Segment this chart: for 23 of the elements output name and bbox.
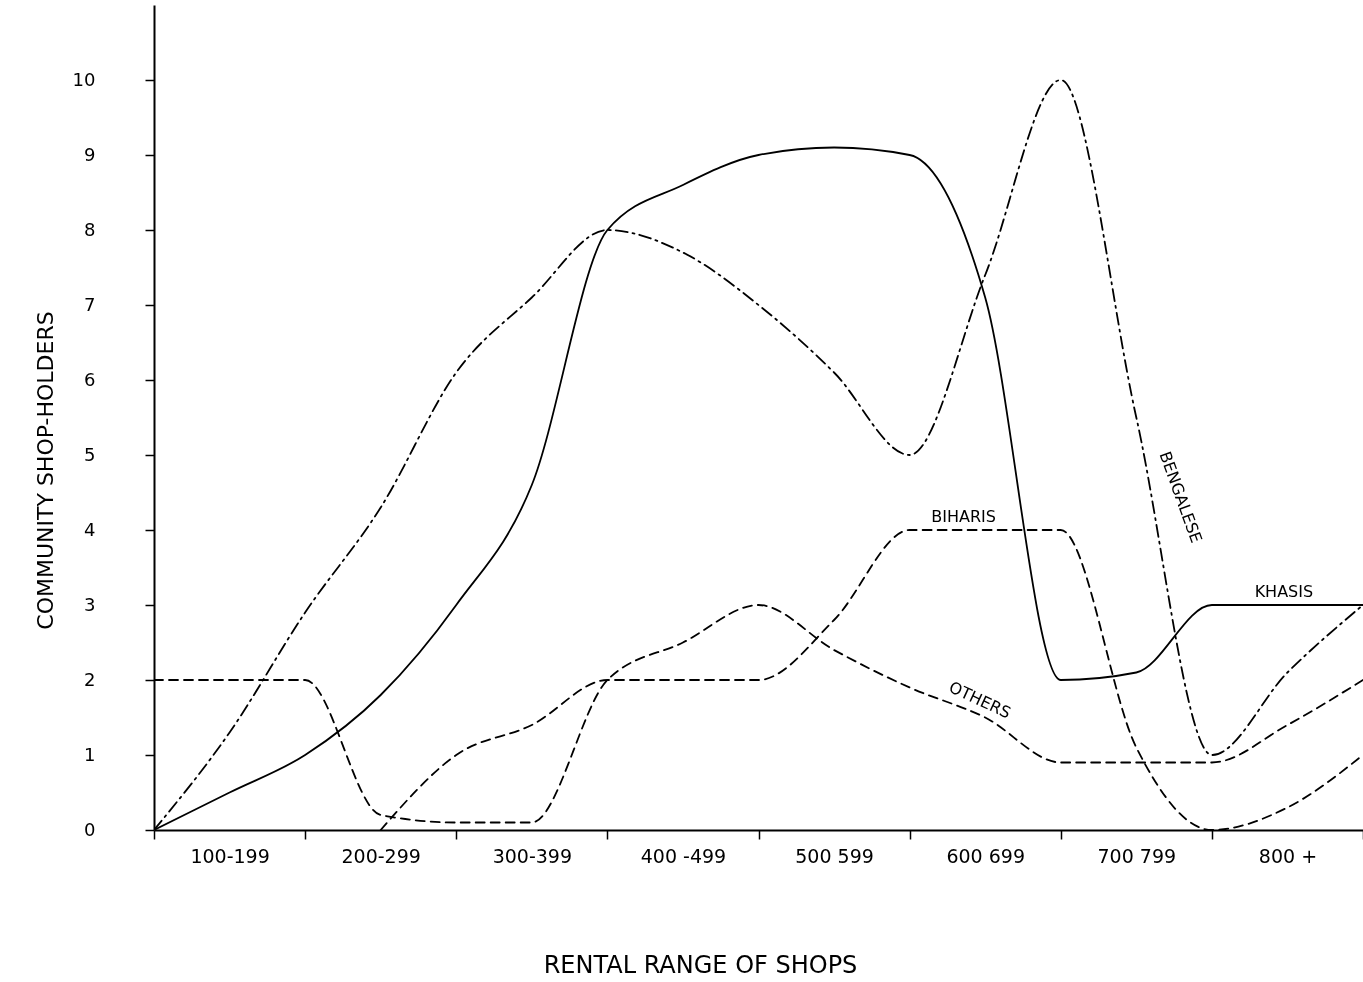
series-label: KHASIS	[1254, 582, 1314, 601]
y-tick-label: 2	[84, 668, 96, 690]
y-tick-label: 3	[84, 593, 96, 615]
x-tick-label: 200-299	[341, 844, 421, 867]
x-tick-label: 100-199	[190, 844, 270, 867]
x-tick-label: 600 699	[946, 844, 1025, 867]
x-axis-title: RENTAL RANGE OF SHOPS	[543, 950, 858, 979]
x-tick-label: 400 -499	[640, 844, 727, 867]
y-tick-label: 4	[84, 518, 96, 540]
y-tick-label: 8	[84, 218, 96, 240]
y-axis-title: COMMUNITY SHOP-HOLDERS	[32, 311, 58, 630]
y-tick-label: 5	[84, 443, 96, 465]
y-tick-label: 7	[84, 293, 96, 315]
x-tick-label: 300-399	[492, 844, 573, 867]
x-tick-label: 500 599	[795, 844, 874, 867]
y-tick-label: 9	[84, 143, 96, 165]
x-tick-label: 700 799	[1097, 844, 1177, 867]
series-label: BIHARIS	[931, 507, 996, 526]
x-tick-label: 800 +	[1258, 844, 1318, 867]
y-tick-label: 10	[72, 68, 96, 90]
y-tick-label: 6	[84, 368, 96, 390]
y-tick-label: 0	[84, 818, 96, 840]
y-tick-label: 1	[84, 743, 96, 765]
